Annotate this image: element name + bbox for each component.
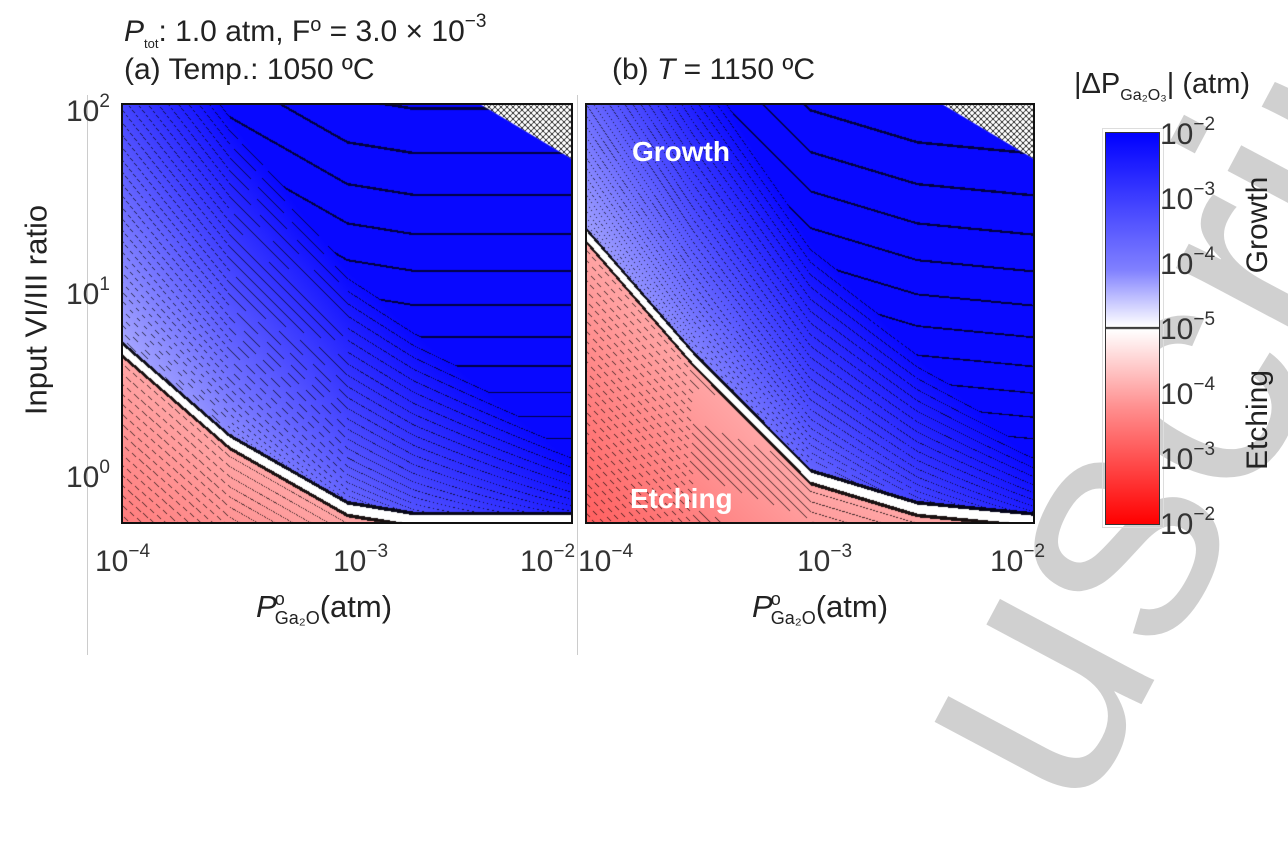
plot-frame-a bbox=[121, 103, 573, 524]
heatmap-a bbox=[122, 104, 572, 523]
y-tick-label: 102 bbox=[66, 91, 110, 128]
colorbar-tick-label: 10−3 bbox=[1160, 439, 1216, 476]
colorbar-tick-label: 10−2 bbox=[1160, 504, 1216, 541]
figure-header: Ptot: 1.0 atm, Fo = 3.0 × 10−3 bbox=[124, 11, 487, 51]
colorbar-box bbox=[1102, 128, 1164, 528]
colorbar-tick-label: 10−5 bbox=[1160, 309, 1216, 346]
divider bbox=[577, 95, 578, 655]
colorbar-title: |ΔPGa₂O₃| (atm) bbox=[1074, 68, 1251, 104]
y-tick-label: 101 bbox=[66, 274, 110, 311]
x-tick-label: 10−3 bbox=[333, 541, 389, 578]
x-tick-label: 10−4 bbox=[578, 541, 634, 578]
y-tick-label: 100 bbox=[66, 457, 110, 494]
x-tick-label: 10−4 bbox=[95, 541, 151, 578]
growth-label: Growth bbox=[632, 136, 730, 167]
y-axis-label: Input VI/III ratio bbox=[18, 204, 54, 416]
panel-b-title: (b) T = 1150 ºC bbox=[612, 53, 815, 86]
plot-frame-b bbox=[585, 103, 1035, 524]
x-tick-label: 10−3 bbox=[797, 541, 853, 578]
colorbar-etching-label: Etching bbox=[1241, 369, 1274, 471]
x-axis-label-a: PoGa₂O(atm) bbox=[256, 589, 393, 629]
colorbar-tick-label: 10−3 bbox=[1160, 179, 1216, 216]
x-tick-label: 10−2 bbox=[520, 541, 576, 578]
divider bbox=[87, 95, 88, 655]
x-tick-label: 10−2 bbox=[990, 541, 1046, 578]
etching-label: Etching bbox=[630, 483, 733, 514]
colorbar-tick-label: 10−2 bbox=[1160, 114, 1216, 151]
x-axis-label-b: PoGa₂O(atm) bbox=[752, 589, 889, 629]
panel-a-title: (a) Temp.: 1050 ºC bbox=[124, 53, 375, 86]
colorbar bbox=[1105, 132, 1160, 525]
heatmap-b bbox=[586, 104, 1034, 523]
colorbar-growth-label: Growth bbox=[1241, 176, 1274, 274]
colorbar-tick-label: 10−4 bbox=[1160, 374, 1216, 411]
colorbar-tick-label: 10−4 bbox=[1160, 244, 1216, 281]
